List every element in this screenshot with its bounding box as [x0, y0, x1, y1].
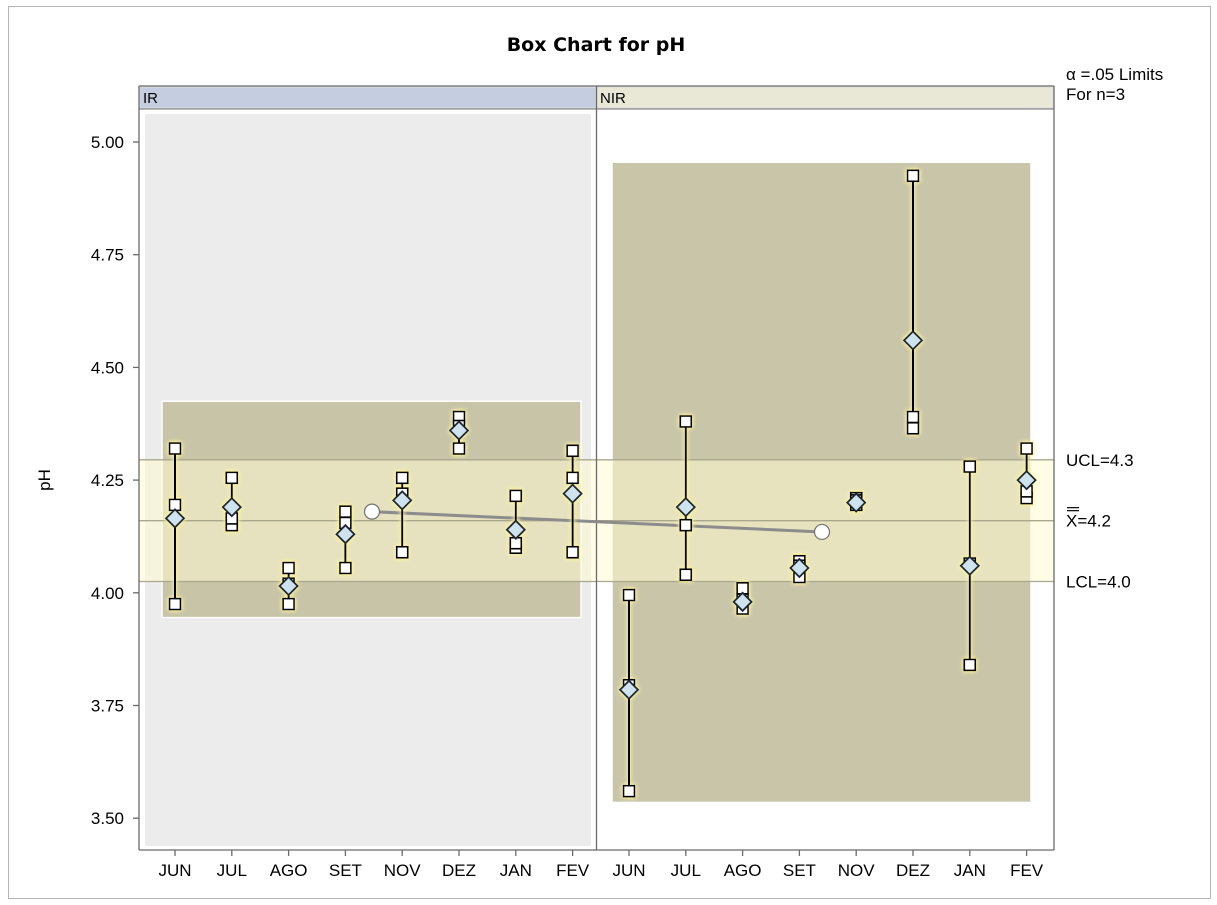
box-group-nir-dez [902, 169, 924, 435]
mean-marker [1016, 469, 1037, 491]
mean-marker [675, 496, 697, 518]
min-marker [339, 561, 352, 575]
box-group-ir-ago [278, 561, 299, 611]
mean-marker [335, 523, 356, 545]
box-group-ir-jan [505, 489, 527, 555]
panel-header-ir [140, 87, 596, 108]
x-tick-label: SET [329, 861, 362, 880]
mean-marker [618, 679, 640, 700]
y-tick-label: 4.75 [91, 246, 124, 265]
y-tick-label: 3.75 [91, 697, 124, 716]
box-group-ir-set [335, 505, 356, 575]
max-marker [1020, 442, 1033, 455]
y-tick-label: 4.50 [91, 358, 124, 377]
limits-note: α =.05 Limits [1066, 65, 1163, 84]
x-tick-label: JAN [500, 861, 532, 880]
y-tick-label: 5.00 [91, 133, 124, 152]
x-tick-label: JUN [612, 861, 645, 880]
panel-header-nir [597, 87, 1053, 108]
mean-marker [789, 557, 810, 579]
min-marker [679, 568, 693, 582]
max-marker [906, 169, 920, 183]
x-tick-label: JUL [217, 861, 247, 880]
box-group-nir-jun [618, 588, 640, 798]
panel-label-ir: IR [143, 90, 158, 107]
y-tick-label: 4.25 [91, 471, 124, 490]
center-line-label: X=4.2 [1066, 512, 1111, 531]
chart-title: Box Chart for pH [507, 34, 686, 56]
mean-marker [902, 330, 924, 351]
max-marker [282, 561, 295, 575]
panel-label-nir: NIR [600, 90, 626, 107]
mean-marker [391, 490, 413, 511]
box-group-ir-jul [221, 471, 243, 532]
box-group-nir-jan [959, 460, 981, 672]
box-group-nir-jul [675, 415, 697, 582]
x-tick-label: NOV [838, 861, 876, 880]
x-tick-label: FEV [1010, 861, 1044, 880]
mean-marker [959, 555, 981, 577]
max-marker [395, 471, 409, 485]
box-group-nir-nov [845, 491, 867, 513]
y-tick-label: 3.50 [91, 809, 124, 828]
max-marker [509, 489, 523, 503]
box-group-ir-fev [562, 444, 583, 559]
box-group-nir-set [789, 554, 810, 584]
min-marker [566, 545, 579, 559]
max-marker [963, 460, 977, 473]
mean-marker [845, 492, 867, 513]
max-marker [225, 471, 239, 485]
min-marker [395, 545, 409, 559]
min-marker [282, 597, 295, 611]
mean-marker [562, 483, 583, 504]
y-axis-label: pH [35, 469, 54, 491]
max-marker [622, 588, 636, 602]
x-tick-label: NOV [384, 861, 422, 880]
x-tick-label: FEV [556, 861, 590, 880]
box-group-nir-fev [1016, 442, 1037, 505]
y-tick-label: 4.00 [91, 584, 124, 603]
x-tick-label: AGO [270, 861, 308, 880]
x-tick-label: JUL [671, 861, 701, 880]
x-tick-label: JUN [158, 861, 191, 880]
x-tick-label: SET [783, 861, 816, 880]
box-group-ir-dez [448, 410, 470, 455]
min-marker [622, 784, 636, 798]
mean-marker [505, 519, 527, 540]
sample-size-note: For n=3 [1066, 85, 1125, 104]
mean-marker [278, 575, 299, 597]
median-marker [906, 410, 920, 424]
max-marker [168, 442, 182, 455]
max-marker [679, 415, 693, 428]
min-marker [963, 658, 977, 672]
mean-marker [732, 591, 753, 613]
phase-mean-marker-nir [813, 523, 831, 541]
max-marker [339, 505, 352, 518]
lcl-label: LCL=4.0 [1066, 573, 1131, 592]
max-marker [566, 444, 579, 458]
x-tick-label: DEZ [442, 861, 476, 880]
box-group-ir-nov [391, 471, 413, 559]
phase-mean-marker-ir [363, 503, 381, 520]
ucl-label: UCL=4.3 [1066, 451, 1134, 470]
phase-trend-line [371, 510, 823, 534]
min-marker [906, 421, 920, 435]
median-marker [679, 518, 693, 532]
x-tick-label: DEZ [896, 861, 930, 880]
x-tick-label: JAN [954, 861, 986, 880]
box-group-ir-jun [164, 442, 186, 611]
mean-marker [164, 508, 186, 529]
min-marker [452, 442, 466, 455]
min-marker [168, 597, 182, 611]
mean-marker [221, 496, 243, 518]
median-marker [566, 471, 579, 485]
x-tick-label: AGO [724, 861, 762, 880]
mean-marker [448, 420, 470, 441]
box-group-nir-ago [732, 581, 753, 615]
